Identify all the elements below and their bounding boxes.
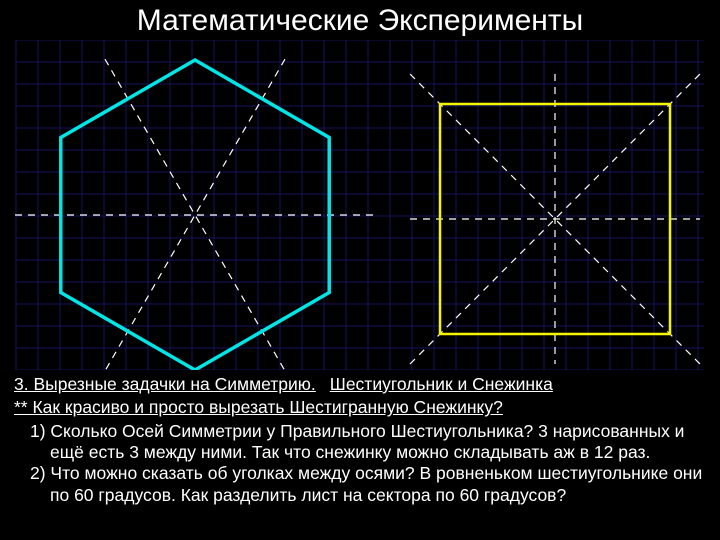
sub-question: ** Как красиво и просто вырезать Шестигр… [14, 397, 706, 418]
heading-part-2: Шестиугольник и Снежинка [330, 374, 553, 394]
text-block: 3. Вырезные задачки на Симметрию. Шестиуг… [0, 370, 720, 506]
heading-part-1: 3. Вырезные задачки на Симметрию. [14, 374, 316, 394]
body-text: 1) Сколько Осей Симметрии у Правильного … [14, 421, 706, 506]
page-title: Математические Эксперименты [0, 0, 720, 40]
section-heading: 3. Вырезные задачки на Симметрию. Шестиуг… [14, 374, 706, 395]
question-2: 2) Что можно сказать об уголках между ос… [18, 463, 706, 506]
question-1: 1) Сколько Осей Симметрии у Правильного … [18, 421, 706, 464]
diagram-svg [0, 40, 720, 370]
diagram-area [0, 40, 720, 370]
